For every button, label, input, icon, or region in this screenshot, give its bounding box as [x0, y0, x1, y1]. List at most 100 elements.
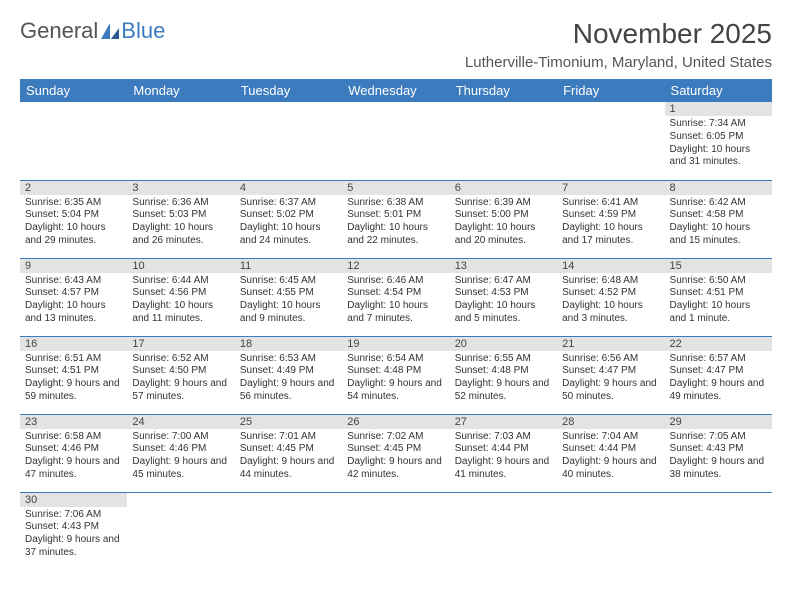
day-number: 26	[342, 415, 449, 429]
sunrise-text: Sunrise: 6:47 AM	[455, 275, 552, 288]
sunrise-text: Sunrise: 6:37 AM	[240, 197, 337, 210]
daylight-text: Daylight: 10 hours and 3 minutes.	[562, 300, 659, 326]
sunset-text: Sunset: 4:44 PM	[562, 443, 659, 456]
week-row: 1Sunrise: 7:34 AMSunset: 6:05 PMDaylight…	[20, 102, 772, 180]
sunset-text: Sunset: 5:04 PM	[25, 209, 122, 222]
sunrise-text: Sunrise: 6:41 AM	[562, 197, 659, 210]
sunrise-text: Sunrise: 6:42 AM	[670, 197, 767, 210]
daylight-text: Daylight: 9 hours and 38 minutes.	[670, 456, 767, 482]
sunset-text: Sunset: 4:57 PM	[25, 287, 122, 300]
daylight-text: Daylight: 9 hours and 40 minutes.	[562, 456, 659, 482]
day-number: 19	[342, 337, 449, 351]
daylight-text: Daylight: 10 hours and 15 minutes.	[670, 222, 767, 248]
sunset-text: Sunset: 4:58 PM	[670, 209, 767, 222]
daylight-text: Daylight: 9 hours and 56 minutes.	[240, 378, 337, 404]
daylight-text: Daylight: 9 hours and 49 minutes.	[670, 378, 767, 404]
day-cell	[342, 102, 449, 180]
calendar-table: SundayMondayTuesdayWednesdayThursdayFrid…	[20, 79, 772, 570]
daylight-text: Daylight: 9 hours and 54 minutes.	[347, 378, 444, 404]
day-number: 8	[665, 181, 772, 195]
location: Lutherville-Timonium, Maryland, United S…	[465, 54, 772, 71]
sunrise-text: Sunrise: 6:55 AM	[455, 353, 552, 366]
day-cell	[127, 492, 234, 570]
sunset-text: Sunset: 4:48 PM	[455, 365, 552, 378]
day-number: 12	[342, 259, 449, 273]
sunset-text: Sunset: 4:50 PM	[132, 365, 229, 378]
day-number: 23	[20, 415, 127, 429]
day-details: Sunrise: 7:04 AMSunset: 4:44 PMDaylight:…	[557, 429, 664, 485]
daylight-text: Daylight: 10 hours and 26 minutes.	[132, 222, 229, 248]
daylight-text: Daylight: 10 hours and 31 minutes.	[670, 144, 767, 170]
day-number: 11	[235, 259, 342, 273]
sunset-text: Sunset: 4:49 PM	[240, 365, 337, 378]
day-cell: 27Sunrise: 7:03 AMSunset: 4:44 PMDayligh…	[450, 414, 557, 492]
sunset-text: Sunset: 4:45 PM	[240, 443, 337, 456]
sunrise-text: Sunrise: 6:43 AM	[25, 275, 122, 288]
daylight-text: Daylight: 9 hours and 42 minutes.	[347, 456, 444, 482]
sunset-text: Sunset: 4:47 PM	[670, 365, 767, 378]
sunrise-text: Sunrise: 7:03 AM	[455, 431, 552, 444]
day-cell: 30Sunrise: 7:06 AMSunset: 4:43 PMDayligh…	[20, 492, 127, 570]
day-cell: 10Sunrise: 6:44 AMSunset: 4:56 PMDayligh…	[127, 258, 234, 336]
calendar-head: SundayMondayTuesdayWednesdayThursdayFrid…	[20, 79, 772, 102]
sunset-text: Sunset: 6:05 PM	[670, 131, 767, 144]
sunset-text: Sunset: 5:03 PM	[132, 209, 229, 222]
sunset-text: Sunset: 4:59 PM	[562, 209, 659, 222]
daylight-text: Daylight: 9 hours and 59 minutes.	[25, 378, 122, 404]
sunrise-text: Sunrise: 7:34 AM	[670, 118, 767, 131]
day-header: Saturday	[665, 79, 772, 102]
sunrise-text: Sunrise: 6:35 AM	[25, 197, 122, 210]
day-cell	[450, 102, 557, 180]
header: GeneralBlue November 2025 Lutherville-Ti…	[20, 18, 772, 71]
sunrise-text: Sunrise: 7:02 AM	[347, 431, 444, 444]
day-number: 7	[557, 181, 664, 195]
logo-text-blue: Blue	[121, 18, 165, 44]
day-number: 21	[557, 337, 664, 351]
day-cell: 9Sunrise: 6:43 AMSunset: 4:57 PMDaylight…	[20, 258, 127, 336]
day-details: Sunrise: 7:03 AMSunset: 4:44 PMDaylight:…	[450, 429, 557, 485]
day-details: Sunrise: 6:43 AMSunset: 4:57 PMDaylight:…	[20, 273, 127, 329]
day-cell: 5Sunrise: 6:38 AMSunset: 5:01 PMDaylight…	[342, 180, 449, 258]
sunset-text: Sunset: 5:02 PM	[240, 209, 337, 222]
day-cell: 11Sunrise: 6:45 AMSunset: 4:55 PMDayligh…	[235, 258, 342, 336]
day-cell: 17Sunrise: 6:52 AMSunset: 4:50 PMDayligh…	[127, 336, 234, 414]
day-header: Monday	[127, 79, 234, 102]
sunrise-text: Sunrise: 6:38 AM	[347, 197, 444, 210]
day-cell: 16Sunrise: 6:51 AMSunset: 4:51 PMDayligh…	[20, 336, 127, 414]
week-row: 16Sunrise: 6:51 AMSunset: 4:51 PMDayligh…	[20, 336, 772, 414]
sunrise-text: Sunrise: 6:52 AM	[132, 353, 229, 366]
sunrise-text: Sunrise: 6:56 AM	[562, 353, 659, 366]
calendar-body: 1Sunrise: 7:34 AMSunset: 6:05 PMDaylight…	[20, 102, 772, 570]
title-block: November 2025 Lutherville-Timonium, Mary…	[465, 18, 772, 71]
sunset-text: Sunset: 4:56 PM	[132, 287, 229, 300]
day-cell	[665, 492, 772, 570]
day-details: Sunrise: 6:57 AMSunset: 4:47 PMDaylight:…	[665, 351, 772, 407]
day-details: Sunrise: 6:35 AMSunset: 5:04 PMDaylight:…	[20, 195, 127, 251]
day-cell: 22Sunrise: 6:57 AMSunset: 4:47 PMDayligh…	[665, 336, 772, 414]
day-header-row: SundayMondayTuesdayWednesdayThursdayFrid…	[20, 79, 772, 102]
day-details: Sunrise: 6:51 AMSunset: 4:51 PMDaylight:…	[20, 351, 127, 407]
day-details: Sunrise: 6:56 AMSunset: 4:47 PMDaylight:…	[557, 351, 664, 407]
sunrise-text: Sunrise: 6:48 AM	[562, 275, 659, 288]
daylight-text: Daylight: 10 hours and 11 minutes.	[132, 300, 229, 326]
day-details: Sunrise: 7:06 AMSunset: 4:43 PMDaylight:…	[20, 507, 127, 563]
day-cell: 21Sunrise: 6:56 AMSunset: 4:47 PMDayligh…	[557, 336, 664, 414]
day-header: Sunday	[20, 79, 127, 102]
sunrise-text: Sunrise: 6:53 AM	[240, 353, 337, 366]
day-number: 30	[20, 493, 127, 507]
sunrise-text: Sunrise: 7:06 AM	[25, 509, 122, 522]
sunset-text: Sunset: 4:55 PM	[240, 287, 337, 300]
day-cell: 23Sunrise: 6:58 AMSunset: 4:46 PMDayligh…	[20, 414, 127, 492]
day-cell	[235, 102, 342, 180]
sunset-text: Sunset: 4:43 PM	[25, 521, 122, 534]
sunrise-text: Sunrise: 6:51 AM	[25, 353, 122, 366]
sunrise-text: Sunrise: 6:44 AM	[132, 275, 229, 288]
week-row: 2Sunrise: 6:35 AMSunset: 5:04 PMDaylight…	[20, 180, 772, 258]
sunset-text: Sunset: 4:44 PM	[455, 443, 552, 456]
day-details: Sunrise: 6:45 AMSunset: 4:55 PMDaylight:…	[235, 273, 342, 329]
logo: GeneralBlue	[20, 18, 165, 44]
sunset-text: Sunset: 5:00 PM	[455, 209, 552, 222]
day-number: 27	[450, 415, 557, 429]
day-details: Sunrise: 6:36 AMSunset: 5:03 PMDaylight:…	[127, 195, 234, 251]
day-number: 3	[127, 181, 234, 195]
